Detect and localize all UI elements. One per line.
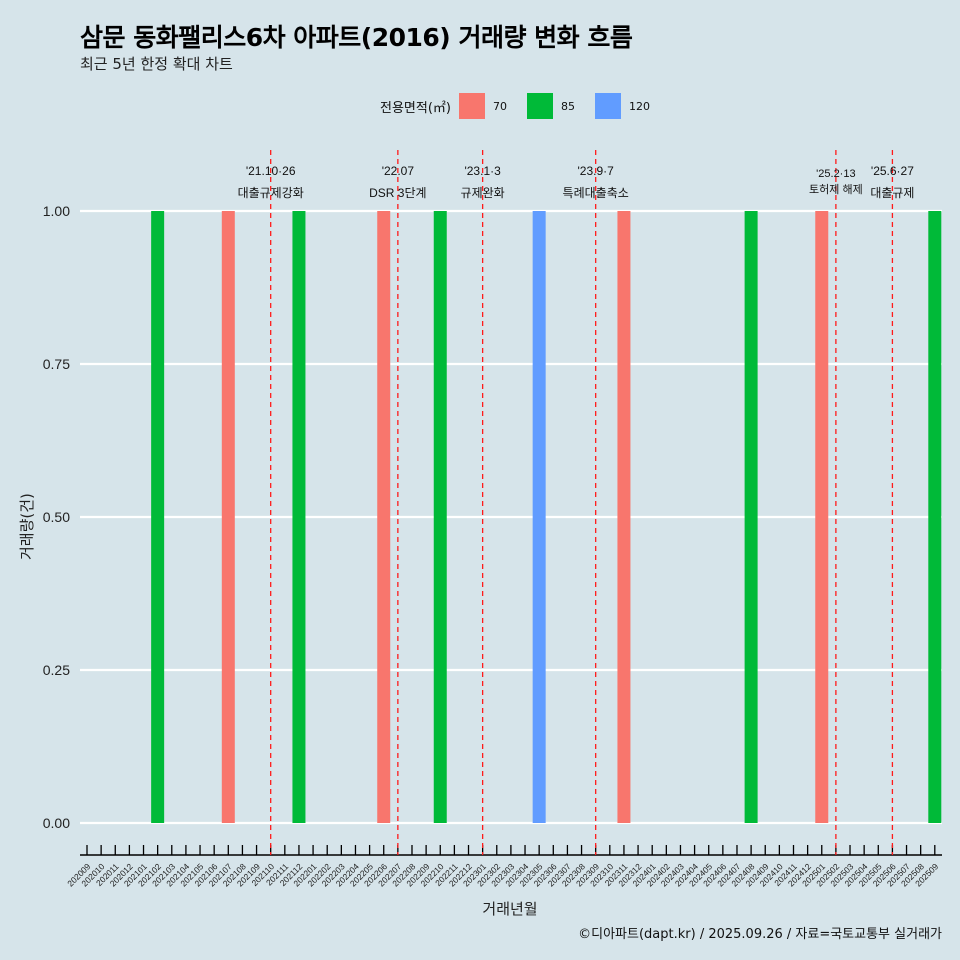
bar-202311 bbox=[617, 211, 631, 823]
event-date: '22.07 bbox=[382, 164, 415, 178]
y-tick-label: 1.00 bbox=[43, 203, 70, 219]
event-date: '23.1·3 bbox=[464, 164, 501, 178]
source-caption: ©디아파트(dapt.kr) / 2025.09.26 / 자료=국토교통부 실… bbox=[578, 927, 942, 942]
bar-202408 bbox=[744, 211, 758, 823]
y-tick-label: 0.25 bbox=[43, 662, 70, 678]
legend-label-120: 120 bbox=[628, 99, 650, 113]
bar-202107 bbox=[221, 211, 235, 823]
chart-subtitle: 최근 5년 한정 확대 차트 bbox=[80, 55, 233, 73]
event-label: 대출규제 bbox=[870, 186, 914, 200]
event-date: '25.2·13 bbox=[816, 168, 855, 180]
legend-swatch-85 bbox=[526, 93, 553, 119]
legend-swatch-120 bbox=[594, 93, 621, 119]
legend-label-85: 85 bbox=[560, 99, 575, 113]
event-label: 대출규제강화 bbox=[238, 186, 304, 200]
bar-202102 bbox=[151, 211, 165, 823]
legend-swatch-70 bbox=[458, 93, 485, 119]
legend-label-70: 70 bbox=[492, 99, 507, 113]
x-axis-label: 거래년월 bbox=[482, 900, 538, 918]
event-label: DSR 3단계 bbox=[369, 186, 426, 200]
event-label: 특례대출축소 bbox=[563, 186, 629, 200]
chart-title: 삼문 동화팰리스6차 아파트(2016) 거래량 변화 흐름 bbox=[80, 23, 633, 52]
event-label: 토허제 해제 bbox=[809, 182, 863, 196]
bar-202305 bbox=[532, 211, 546, 823]
bar-202509 bbox=[928, 211, 942, 823]
bar-202206 bbox=[377, 211, 391, 823]
event-date: '23.9·7 bbox=[578, 164, 615, 178]
legend-title: 전용면적(㎡) bbox=[380, 100, 451, 116]
bar-202112 bbox=[292, 211, 306, 823]
event-date: '21.10·26 bbox=[246, 164, 296, 178]
y-tick-label: 0.50 bbox=[43, 509, 70, 525]
y-axis-label: 거래량(건) bbox=[18, 493, 36, 560]
bar-202501 bbox=[815, 211, 829, 823]
y-tick-label: 0.75 bbox=[43, 356, 70, 372]
bar-202210 bbox=[433, 211, 447, 823]
y-tick-label: 0.00 bbox=[43, 815, 70, 831]
event-label: 규제완화 bbox=[461, 186, 505, 200]
event-date: '25.6·27 bbox=[871, 164, 914, 178]
legend: 전용면적(㎡) 70 85 120 bbox=[380, 93, 670, 119]
